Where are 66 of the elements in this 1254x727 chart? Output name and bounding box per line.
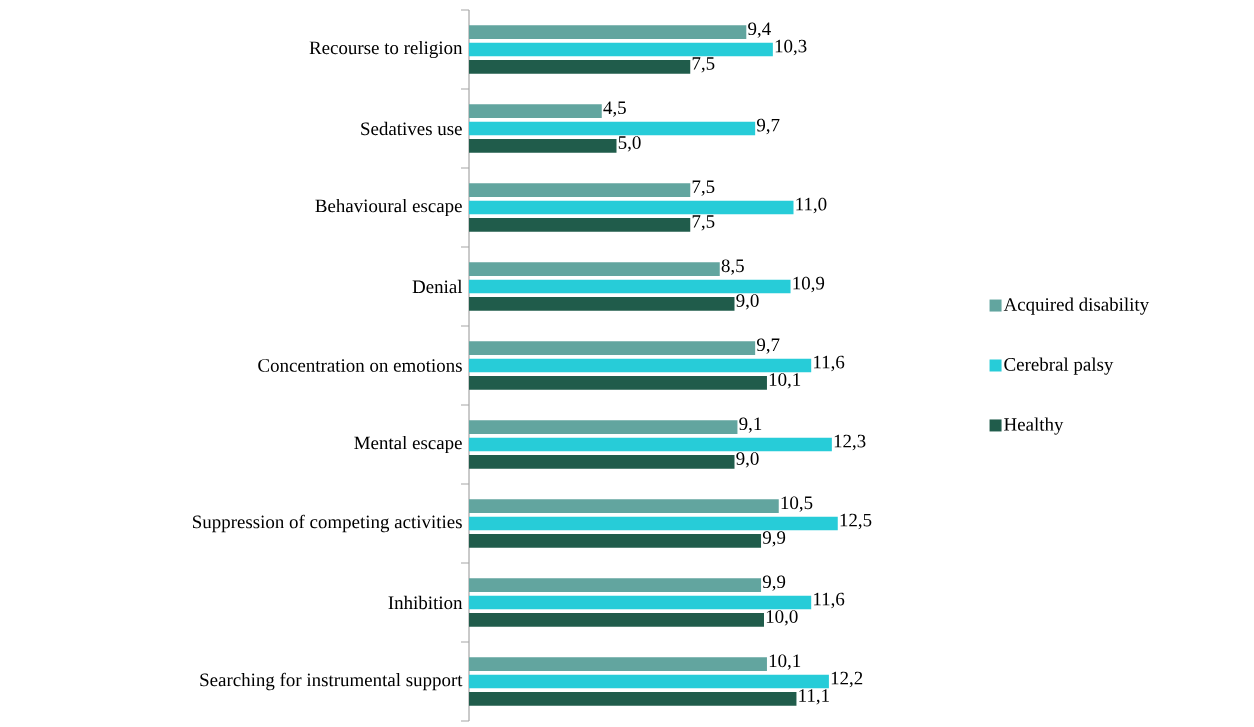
- bar: [469, 674, 829, 689]
- data-label: 10,1: [769, 654, 801, 670]
- data-label: 9,1: [739, 417, 762, 433]
- bar: [469, 104, 602, 118]
- bar: [469, 262, 720, 276]
- bar: [469, 200, 794, 215]
- bar: [469, 121, 756, 136]
- data-label: 12,2: [831, 671, 863, 688]
- bar: [469, 516, 838, 531]
- bar: [469, 138, 617, 153]
- y-tick-label: Concentration on emotions: [258, 359, 462, 372]
- bar: [469, 578, 762, 592]
- bar: [469, 454, 735, 469]
- y-tick-label: Denial: [412, 279, 463, 294]
- bar: [469, 25, 747, 39]
- bar: [469, 612, 764, 627]
- data-label: 11,0: [796, 197, 827, 214]
- data-label: 9,7: [756, 338, 780, 354]
- legend-label: Healthy: [1004, 417, 1064, 435]
- data-label: 9,9: [762, 531, 786, 547]
- data-label: 12,5: [840, 513, 872, 530]
- bar: [469, 375, 767, 390]
- data-label: 10,0: [766, 610, 798, 626]
- bar: [469, 499, 779, 513]
- data-label: 11,1: [799, 689, 829, 705]
- y-tick-label: Inhibition: [388, 595, 463, 610]
- bar: [469, 533, 762, 548]
- bar: [469, 437, 832, 452]
- bar: [469, 358, 812, 373]
- data-label: 5,0: [618, 135, 641, 152]
- data-label: 8,5: [721, 259, 744, 275]
- legend-label: Acquired disability: [1003, 297, 1150, 315]
- bar: [469, 279, 791, 294]
- bar: [469, 296, 735, 311]
- y-tick-label: Recourse to religion: [309, 40, 463, 58]
- bar: [469, 691, 797, 706]
- bar: [469, 341, 756, 355]
- bar: [469, 217, 691, 232]
- bar: [469, 183, 691, 197]
- data-label: 7,5: [692, 57, 715, 73]
- y-tick-label: Searching for instrumental support: [200, 672, 463, 691]
- data-label: 10,3: [775, 39, 807, 56]
- bar: [469, 657, 767, 671]
- data-label: 7,5: [692, 180, 715, 196]
- bar: [469, 595, 812, 610]
- data-label: 11,6: [814, 355, 845, 372]
- bar: [469, 59, 691, 74]
- bar: [469, 420, 738, 434]
- y-tick-label: Behavioural escape: [315, 198, 462, 216]
- y-tick-label: Sedatives use: [361, 121, 462, 136]
- data-label: 11,6: [814, 592, 845, 609]
- y-tick-label: Suppression of competing activities: [193, 514, 462, 533]
- y-tick-label: Mental escape: [354, 435, 462, 453]
- bar: [469, 42, 773, 57]
- data-label: 10,5: [781, 496, 813, 512]
- data-label: 10,1: [769, 373, 801, 389]
- legend-label: Cerebral palsy: [1004, 357, 1114, 375]
- data-label: 9,0: [736, 294, 759, 310]
- data-label: 9,9: [762, 575, 786, 591]
- data-label: 10,9: [793, 276, 825, 293]
- data-label: 12,3: [834, 434, 866, 451]
- data-label: 7,5: [692, 215, 715, 231]
- data-label: 9,0: [736, 452, 759, 468]
- data-label: 9,4: [748, 22, 771, 38]
- data-label: 9,7: [756, 118, 780, 135]
- data-label: 4,5: [603, 101, 626, 117]
